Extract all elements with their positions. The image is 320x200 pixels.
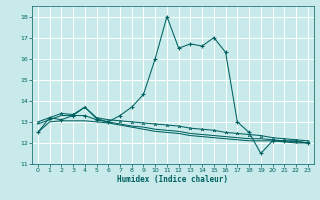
X-axis label: Humidex (Indice chaleur): Humidex (Indice chaleur) <box>117 175 228 184</box>
